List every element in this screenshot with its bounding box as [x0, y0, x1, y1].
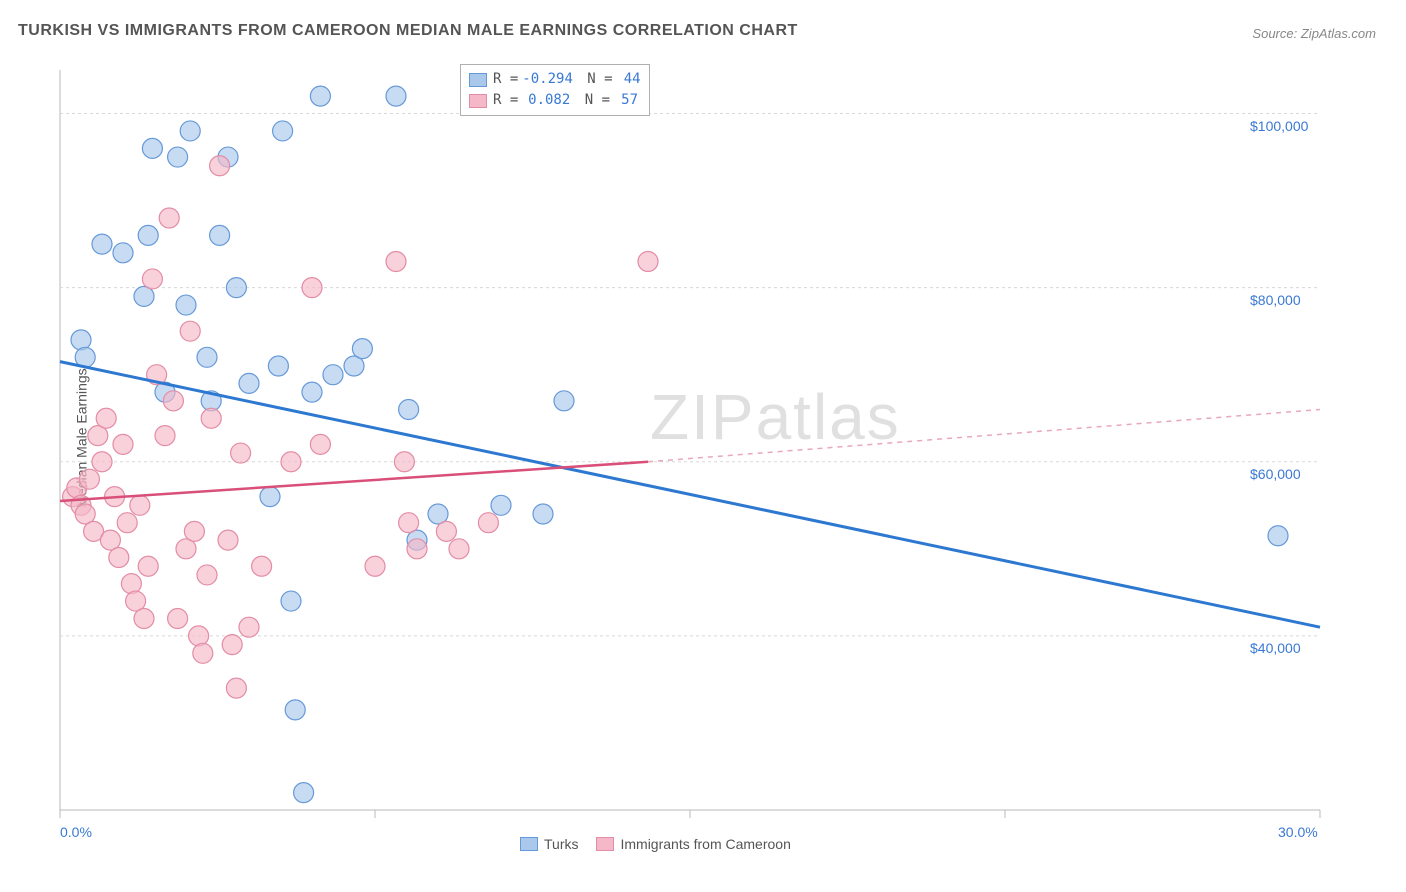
x-tick-label: 30.0% [1278, 824, 1318, 840]
swatch-cameroon-bottom [596, 837, 614, 851]
legend-item-turks: Turks [520, 836, 578, 852]
source-label: Source: [1252, 26, 1297, 41]
r-value-turks: -0.294 [522, 69, 573, 90]
y-tick-label: $40,000 [1250, 640, 1301, 656]
swatch-turks [469, 73, 487, 87]
r-value-cameroon: 0.082 [522, 90, 570, 111]
n-value-turks: 44 [617, 69, 641, 90]
source-attribution: Source: ZipAtlas.com [1252, 26, 1376, 41]
swatch-turks-bottom [520, 837, 538, 851]
y-tick-label: $100,000 [1250, 118, 1308, 134]
source-name: ZipAtlas.com [1301, 26, 1376, 41]
chart-title: TURKISH VS IMMIGRANTS FROM CAMEROON MEDI… [18, 22, 798, 40]
legend-item-cameroon: Immigrants from Cameroon [596, 836, 790, 852]
series-label-turks: Turks [544, 836, 578, 852]
legend-series: Turks Immigrants from Cameroon [520, 836, 791, 852]
swatch-cameroon [469, 94, 487, 108]
chart-plot-area [50, 60, 1360, 830]
y-tick-label: $60,000 [1250, 466, 1301, 482]
legend-row-turks: R =-0.294 N =44 [469, 69, 641, 90]
n-value-cameroon: 57 [614, 90, 638, 111]
y-tick-label: $80,000 [1250, 292, 1301, 308]
legend-correlation-box: R =-0.294 N =44 R =0.082 N =57 [460, 64, 650, 116]
series-label-cameroon: Immigrants from Cameroon [620, 836, 790, 852]
x-tick-label: 0.0% [60, 824, 92, 840]
legend-row-cameroon: R =0.082 N =57 [469, 90, 641, 111]
